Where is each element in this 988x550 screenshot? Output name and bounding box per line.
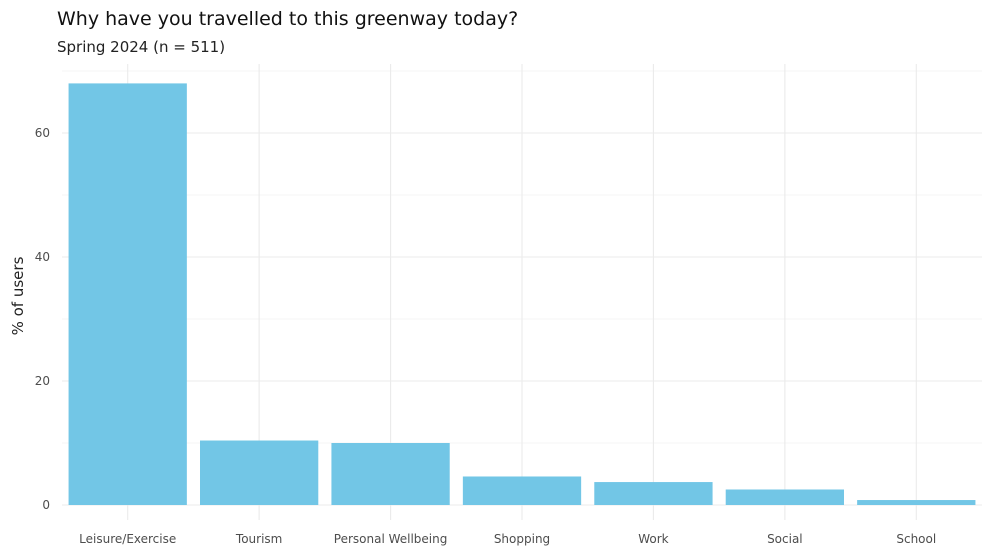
y-tick-label: 40 (35, 250, 50, 264)
bars (68, 83, 976, 506)
bar-personal-wellbeing (331, 443, 450, 505)
bar-tourism (200, 440, 319, 505)
x-tick-label: Personal Wellbeing (334, 532, 448, 546)
x-tick-label: Shopping (494, 532, 550, 546)
y-tick-label: 0 (42, 498, 50, 512)
y-tick-label: 20 (35, 374, 50, 388)
bar-school (857, 500, 976, 505)
y-tick-label: 60 (35, 126, 50, 140)
grid (62, 64, 982, 520)
bar-social (725, 489, 844, 505)
x-axis-ticks: Leisure/Exercise Tourism Personal Wellbein… (79, 532, 936, 546)
x-tick-label: Leisure/Exercise (79, 532, 176, 546)
x-tick-label: School (896, 532, 936, 546)
x-tick-label: Social (767, 532, 803, 546)
x-tick-label: Tourism (235, 532, 282, 546)
chart-subtitle: Spring 2024 (n = 511) (57, 38, 226, 56)
y-axis-ticks: 0 20 40 60 (35, 126, 50, 512)
bar-shopping (462, 476, 582, 505)
bar-work (594, 482, 713, 505)
x-tick-label: Work (638, 532, 668, 546)
bar-leisure-exercise (68, 83, 187, 506)
chart-title: Why have you travelled to this greenway … (57, 8, 519, 30)
